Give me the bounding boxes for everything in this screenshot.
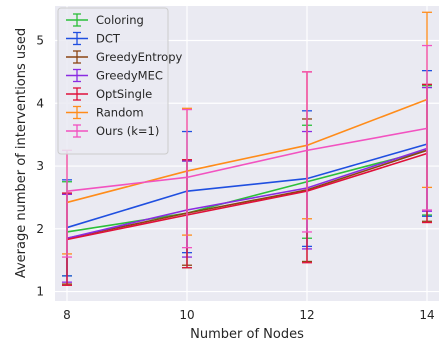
- y-axis-label: Average number of interventions used: [14, 28, 29, 278]
- legend-item: DCT: [66, 32, 121, 46]
- y-tick-label: 5: [36, 34, 44, 48]
- legend-label: Random: [96, 106, 144, 120]
- legend-label: GreedyEntropy: [96, 50, 183, 64]
- x-axis-label: Number of Nodes: [190, 327, 304, 342]
- series-line: [66, 149, 428, 233]
- x-tick-label: 12: [299, 308, 314, 322]
- y-tick-label: 4: [36, 96, 44, 110]
- legend-label: Coloring: [96, 13, 144, 27]
- series-ours-k-1-: [62, 44, 432, 258]
- legend-label: GreedyMEC: [96, 69, 163, 83]
- legend-label: DCT: [96, 32, 121, 46]
- legend-item: GreedyEntropy: [66, 50, 183, 64]
- y-tick-label: 3: [36, 159, 44, 173]
- legend-item: Random: [66, 106, 144, 120]
- series-line: [66, 147, 428, 240]
- series-line: [66, 98, 428, 204]
- legend-label: OptSingle: [96, 87, 152, 101]
- legend: Coloring DCT GreedyEntropy GreedyMEC OptSing…: [57, 7, 183, 155]
- series-group: [62, 11, 432, 286]
- series-line: [66, 143, 428, 229]
- legend-item: Coloring: [66, 13, 144, 27]
- y-tick-label: 2: [36, 222, 44, 236]
- x-tick-label: 8: [63, 308, 71, 322]
- x-tick-label: 14: [419, 308, 434, 322]
- y-tick-label: 1: [36, 285, 44, 299]
- legend-frame: [57, 7, 169, 155]
- legend-label: Ours (k=1): [96, 124, 159, 138]
- legend-item: OptSingle: [66, 87, 152, 101]
- series-line: [66, 149, 428, 240]
- series-line: [66, 152, 428, 241]
- legend-item: GreedyMEC: [66, 69, 163, 83]
- x-tick-label: 10: [179, 308, 194, 322]
- legend-item: Ours (k=1): [66, 124, 159, 138]
- series-line: [66, 127, 428, 192]
